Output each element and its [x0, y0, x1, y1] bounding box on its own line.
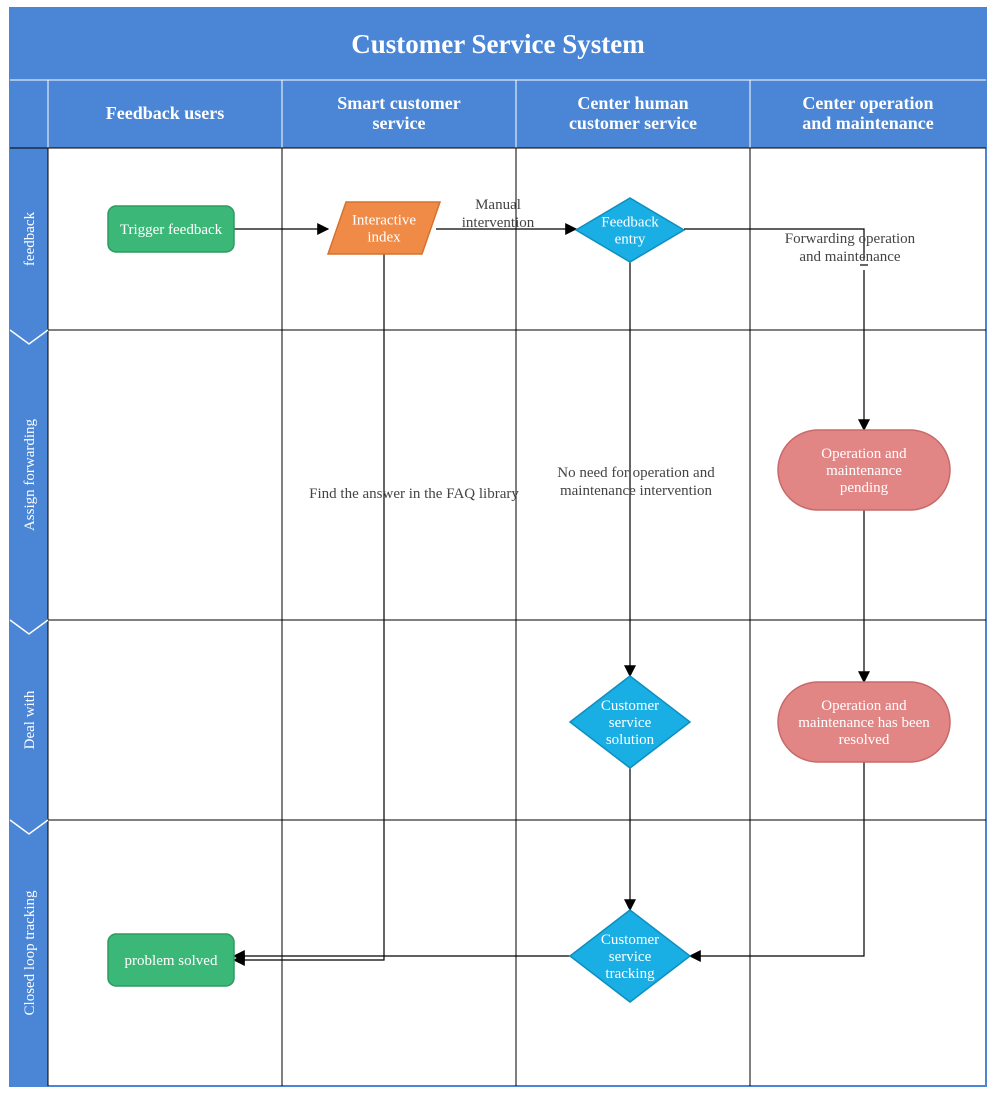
node-label-trigger_feedback: Trigger feedback: [120, 222, 223, 238]
row-label-1: Assign forwarding: [22, 418, 38, 531]
svg-text:Closed loop tracking: Closed loop tracking: [22, 890, 38, 1015]
svg-text:feedback: feedback: [22, 211, 38, 266]
node-label-cs_solution: Customerservicesolution: [601, 698, 659, 748]
svg-text:Assign forwarding: Assign forwarding: [22, 418, 38, 531]
col-header-2: Center humancustomer service: [569, 93, 697, 133]
title-text: Customer Service System: [351, 29, 645, 59]
col-header-3: Center operationand maintenance: [802, 93, 934, 133]
col-header-0: Feedback users: [106, 103, 225, 123]
row-label-0: feedback: [22, 211, 38, 266]
row-label-3: Closed loop tracking: [22, 890, 38, 1015]
node-label-problem_solved: problem solved: [125, 953, 218, 969]
row-label-2: Deal with: [22, 690, 38, 749]
swimlane-svg: Customer Service SystemFeedback usersSma…: [0, 0, 996, 1094]
svg-text:Deal with: Deal with: [22, 690, 38, 749]
node-label-cs_tracking: Customerservicetracking: [601, 932, 659, 982]
edge-label-e6: Find the answer in the FAQ library: [309, 486, 519, 502]
swimlane-flowchart: Customer Service SystemFeedback usersSma…: [0, 0, 996, 1094]
